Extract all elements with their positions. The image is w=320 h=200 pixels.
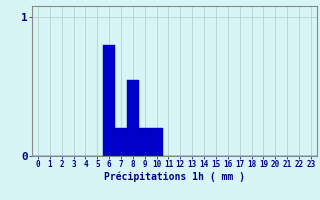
Bar: [103, 45, 115, 156]
X-axis label: Précipitations 1h ( mm ): Précipitations 1h ( mm ): [104, 172, 245, 182]
Bar: [151, 128, 163, 156]
Bar: [115, 128, 127, 156]
Bar: [127, 80, 139, 156]
Bar: [139, 128, 151, 156]
